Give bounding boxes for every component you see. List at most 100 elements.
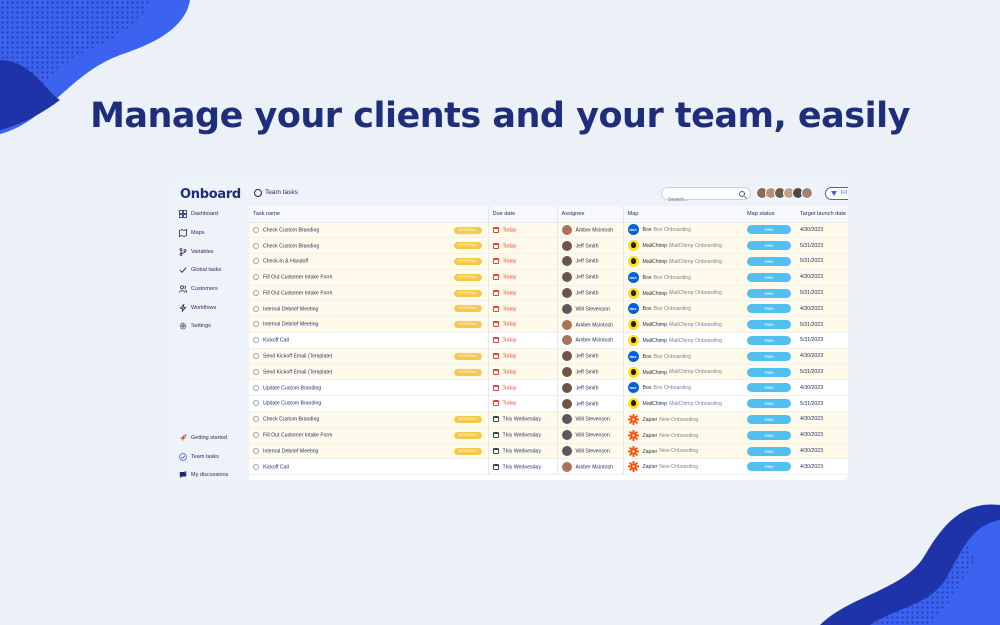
task-checkbox[interactable] [253,337,259,344]
sidebar-item-team-tasks[interactable]: Team tasks [179,450,219,464]
column-header-assignee[interactable]: Assignee [556,206,623,223]
task-checkbox[interactable] [253,305,259,312]
task-name[interactable]: Kickoff Call [263,337,289,344]
assignee-cell[interactable]: Jeff Smith [556,285,623,302]
task-name-cell[interactable]: Check Custom Branding INTERNAL [249,411,488,428]
sidebar-item-getting-started[interactable]: Getting started [179,431,227,445]
task-name-cell[interactable]: Fill Out Customer Intake Form INTERNAL [249,269,488,286]
task-name-cell[interactable]: Check-In & Handoff INTERNAL [249,253,488,270]
map-cell[interactable]: box Box Box Onboarding [622,300,743,318]
assignee-cell[interactable]: Jeff Smith [556,253,623,270]
sidebar-item-global-tasks[interactable]: Global tasks [179,263,221,277]
task-name-cell[interactable]: Internal Debrief Meeting INTERNAL [249,316,488,334]
task-checkbox[interactable] [253,416,259,423]
task-checkbox[interactable] [253,400,259,407]
table-row[interactable]: Kickoff Call This Wednesday Amber Mcintosh… [249,458,848,476]
search-icon[interactable] [739,191,745,197]
table-row[interactable]: Send Kickoff Email (Template) INTERNAL Tod… [249,364,848,381]
map-cell[interactable]: MailChimp MailChimp Onboarding [622,285,743,302]
task-name-cell[interactable]: Send Kickoff Email (Template) INTERNAL [249,364,488,381]
status-badge[interactable]: New [747,446,791,456]
task-name[interactable]: Fill Out Customer Intake Form [263,432,333,439]
task-name[interactable]: Check Custom Branding [263,416,320,423]
due-date-cell[interactable]: Today [487,300,557,318]
task-name-cell[interactable]: Internal Debrief Meeting INTERNAL [249,300,488,318]
status-badge[interactable]: New [747,367,791,377]
sidebar-item-customers[interactable]: Customers [179,282,218,296]
map-cell[interactable]: Zapier New Onboarding [622,427,743,444]
status-badge[interactable]: New [747,414,791,424]
column-header-map-status[interactable]: Map status [743,206,796,223]
task-name-cell[interactable]: Update Custom Branding [249,395,488,413]
task-name[interactable]: Send Kickoff Email (Template) [263,369,333,376]
sidebar-item-my-discussions[interactable]: My discussions [179,468,228,480]
map-cell[interactable]: MailChimp MailChimp Onboarding [622,237,743,255]
task-name-cell[interactable]: Fill Out Customer Intake Form INTERNAL [249,427,488,444]
due-date-cell[interactable]: Today [487,222,557,239]
status-badge[interactable]: New [747,351,791,361]
map-cell[interactable]: Zapier New Onboarding [622,443,743,460]
status-badge[interactable]: New [747,256,791,266]
table-row[interactable]: Check Custom Branding INTERNAL Today Jeff S… [249,237,848,255]
sidebar-item-settings[interactable]: Settings [179,319,211,333]
map-cell[interactable]: box Box Box Onboarding [622,269,743,286]
task-name[interactable]: Check-In & Handoff [263,258,309,265]
status-badge[interactable]: New [747,241,791,251]
due-date-cell[interactable]: Today [487,379,557,397]
map-cell[interactable]: Zapier New Onboarding [622,458,743,476]
status-badge[interactable]: New [747,383,791,393]
task-name[interactable]: Update Custom Branding [263,400,322,407]
due-date-cell[interactable]: Today [487,364,557,381]
column-header-task-name[interactable]: Task name [249,206,488,223]
sidebar-item-maps[interactable]: Maps [179,226,204,240]
task-name[interactable]: Kickoff Call [263,464,289,471]
assignee-cell[interactable]: Amber Mcintosh [556,458,623,476]
filter-button[interactable]: Fil [825,187,848,200]
task-name-cell[interactable]: Check Custom Branding INTERNAL [249,222,488,239]
table-row[interactable]: Internal Debrief Meeting INTERNAL Today Wil… [249,300,848,318]
due-date-cell[interactable]: Today [487,253,557,270]
task-name[interactable]: Fill Out Customer Intake Form [263,274,333,281]
task-name[interactable]: Internal Debrief Meeting [263,448,319,455]
assignee-cell[interactable]: Jeff Smith [556,348,623,365]
sidebar-item-variables[interactable]: Variables [179,245,214,259]
assignee-cell[interactable]: Amber Mcintosh [556,316,623,334]
due-date-cell[interactable]: This Wednesday [487,458,557,476]
task-checkbox[interactable] [253,289,259,296]
assignee-cell[interactable]: Amber Mcintosh [556,332,623,349]
task-name[interactable]: Send Kickoff Email (Template) [263,353,333,360]
assignee-cell[interactable]: Jeff Smith [556,395,623,413]
task-name-cell[interactable]: Send Kickoff Email (Template) INTERNAL [249,348,488,365]
table-row[interactable]: Kickoff Call Today Amber Mcintosh MailChimp… [249,332,848,349]
due-date-cell[interactable]: Today [487,237,557,255]
task-checkbox[interactable] [253,226,259,233]
assignee-cell[interactable]: Will Stevenson [556,411,623,428]
assignee-cell[interactable]: Jeff Smith [556,269,623,286]
task-name-cell[interactable]: Check Custom Branding INTERNAL [249,237,488,255]
avatar[interactable] [801,187,813,199]
status-badge[interactable]: New [747,320,791,330]
due-date-cell[interactable]: Today [487,348,557,365]
task-name[interactable]: Internal Debrief Meeting [263,321,319,328]
table-row[interactable]: Internal Debrief Meeting INTERNAL Today Amb… [249,316,848,334]
table-row[interactable]: Check Custom Branding INTERNAL This Wednes… [249,411,848,428]
assignee-cell[interactable]: Jeff Smith [556,364,623,381]
map-cell[interactable]: Zapier New Onboarding [622,411,743,428]
map-cell[interactable]: box Box Box Onboarding [622,379,743,397]
assignee-cell[interactable]: Jeff Smith [556,237,623,255]
column-header-target-launch-date[interactable]: Target launch date [796,206,848,223]
map-cell[interactable]: MailChimp MailChimp Onboarding [622,364,743,381]
status-badge[interactable]: New [747,304,791,314]
due-date-cell[interactable]: Today [487,285,557,302]
task-checkbox[interactable] [253,432,259,439]
map-cell[interactable]: box Box Box Onboarding [622,348,743,365]
search-box[interactable] [661,187,751,206]
team-avatars[interactable] [756,187,813,199]
task-name-cell[interactable]: Internal Debrief Meeting INTERNAL [249,443,488,460]
status-badge[interactable]: New [747,288,791,298]
map-cell[interactable]: MailChimp MailChimp Onboarding [622,332,743,349]
task-name[interactable]: Check Custom Branding [263,242,320,249]
task-name[interactable]: Internal Debrief Meeting [263,306,319,313]
column-header-map[interactable]: Map [622,206,743,223]
status-badge[interactable]: New [747,225,791,235]
